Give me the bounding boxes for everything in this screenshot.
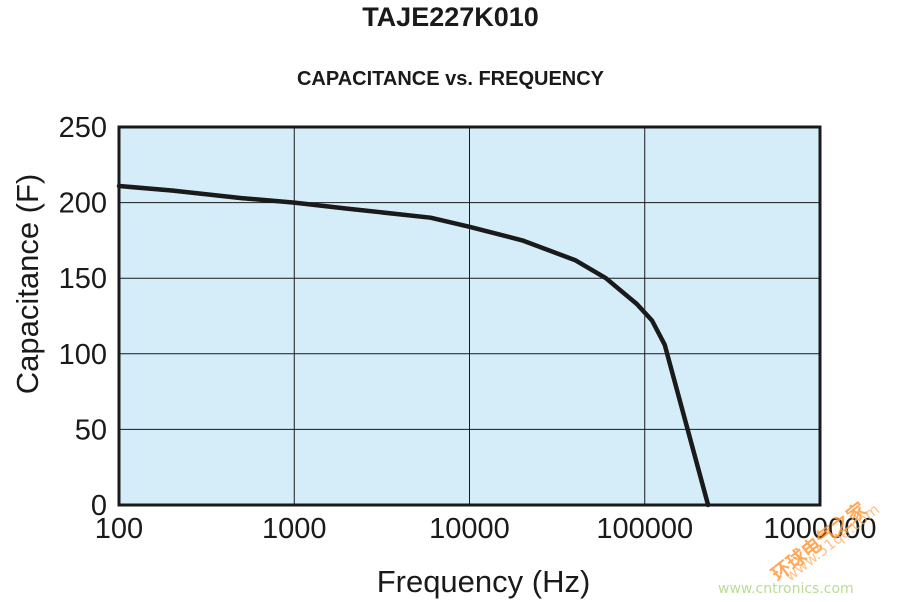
y-tick-label: 200 (59, 188, 107, 220)
y-tick-label: 150 (59, 263, 107, 295)
y-axis-label: Capacitance (F) (10, 174, 45, 395)
capacitance-series-line (116, 183, 711, 508)
x-axis-label: Frequency (Hz) (377, 564, 591, 599)
x-tick-label: 10000 (429, 513, 510, 545)
y-tick-label: 0 (91, 490, 107, 522)
x-tick-label: 100 (95, 513, 143, 545)
watermark-url2-text: www.cntronics.com (718, 581, 854, 597)
y-tick-label: 100 (59, 339, 107, 371)
y-tick-label: 250 (59, 112, 107, 144)
x-tick-label: 100000 (596, 513, 693, 545)
chart-subtitle: CAPACITANCE vs. FREQUENCY (296, 68, 605, 90)
plot-frame (117, 125, 822, 507)
x-tick-label: 1000 (262, 513, 327, 545)
x-tick-label: 1000000 (764, 513, 877, 545)
chart-title: TAJE227K010 (362, 2, 539, 32)
y-tick-label: 50 (75, 414, 107, 446)
